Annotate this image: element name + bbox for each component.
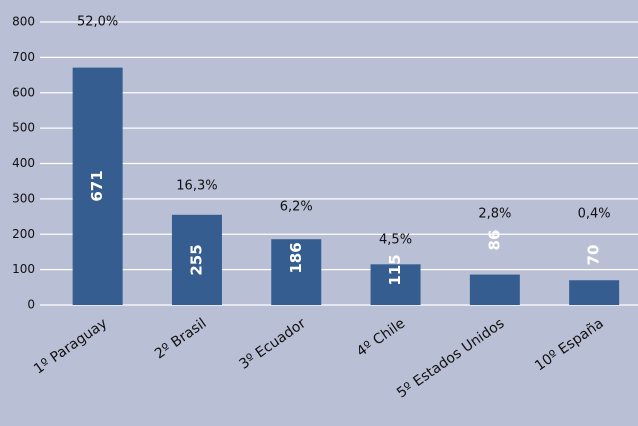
annotation: 0,4%	[578, 207, 611, 222]
y-tick-label: 500	[12, 121, 35, 135]
y-tick-label: 0	[27, 298, 35, 312]
bar	[271, 239, 322, 305]
value-label: 115	[386, 254, 404, 285]
y-tick-label: 700	[12, 50, 35, 64]
value-label: 70	[585, 245, 603, 266]
annotation: 4,5%	[379, 233, 412, 248]
value-label: 671	[88, 170, 106, 201]
value-label: 186	[287, 242, 305, 273]
annotation: 16,3%	[176, 179, 217, 194]
bar	[72, 67, 123, 305]
annotation: 2,8%	[478, 207, 511, 222]
bar	[569, 280, 620, 305]
value-label: 86	[485, 230, 503, 251]
annotation: 52,0%	[77, 15, 118, 30]
y-tick-label: 600	[12, 85, 35, 99]
bar	[469, 274, 520, 305]
annotation: 6,2%	[280, 200, 313, 215]
y-tick-label: 100	[12, 262, 35, 276]
y-tick-label: 400	[12, 156, 35, 170]
bar	[370, 264, 421, 305]
y-tick-label: 800	[12, 15, 35, 29]
y-tick-label: 300	[12, 191, 35, 205]
y-tick-label: 200	[12, 227, 35, 241]
bar	[171, 214, 222, 305]
value-label: 255	[187, 244, 205, 275]
